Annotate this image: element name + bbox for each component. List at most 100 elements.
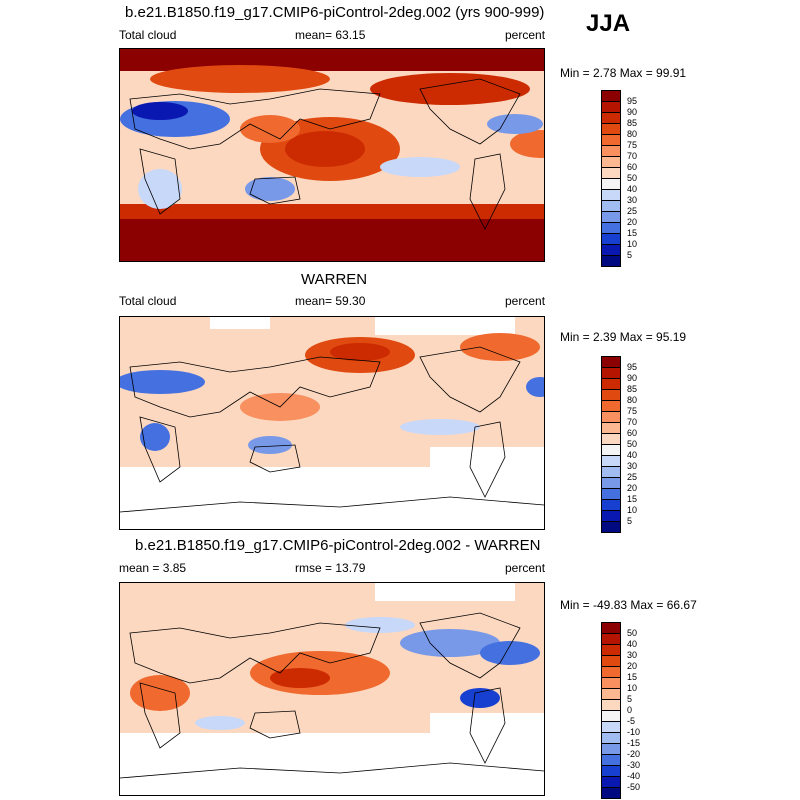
colorbar-tick-label: 10: [627, 505, 638, 515]
colorbar-tick-label: 95: [627, 96, 638, 106]
sahara-dry: [120, 370, 205, 394]
colorbar-tick-label: 40: [627, 450, 638, 460]
panel2-minmax: Min = 2.39 Max = 95.19: [560, 330, 687, 344]
panel3-title: b.e21.B1850.f19_g17.CMIP6-piControl-2deg…: [135, 537, 541, 554]
colorbar-swatch: [602, 379, 620, 390]
sahara-core: [132, 102, 188, 120]
southern-africa-dry: [140, 423, 170, 451]
colorbar-tick-label: 40: [627, 184, 638, 194]
colorbar-tick-label: 70: [627, 417, 638, 427]
colorbar-swatch: [602, 245, 620, 256]
colorbar-tick-label: 5: [627, 516, 633, 526]
colorbar-swatch: [602, 678, 620, 689]
colorbar-swatch: [602, 700, 620, 711]
south-pacific-clear: [400, 419, 480, 435]
colorbar-swatch: [602, 511, 620, 522]
colorbar-swatch: [602, 201, 620, 212]
colorbar-tick-label: -40: [627, 771, 641, 781]
colorbar-swatch: [602, 157, 620, 168]
colorbar-swatch: [602, 777, 620, 788]
panel1-left-label: Total cloud: [119, 28, 177, 42]
colorbar-swatch: [602, 102, 620, 113]
colorbar-swatch: [602, 478, 620, 489]
panel2-map: [119, 316, 545, 530]
colorbar-swatch: [602, 234, 620, 245]
panel3-colorbar-swatches: [601, 622, 621, 799]
panel1-right-label: percent: [505, 28, 546, 42]
panel2-colorbar: 95 90 85 80 75 70 60 50 40 30 25 20 15 10 5: [601, 356, 637, 533]
colorbar-swatch: [602, 623, 620, 634]
panel1-colorbar-swatches: [601, 90, 621, 267]
atlantic-subtropics: [487, 114, 543, 134]
panel1-minmax: Min = 2.78 Max = 99.91: [560, 66, 687, 80]
colorbar-swatch: [602, 179, 620, 190]
missing-data-southeast: [430, 447, 544, 469]
colorbar-swatch: [602, 500, 620, 511]
east-edge-dry: [526, 377, 544, 397]
colorbar-tick-label: 85: [627, 384, 638, 394]
colorbar-tick-label: 0: [627, 705, 633, 715]
colorbar-tick-label: -5: [627, 716, 636, 726]
panel2-colorbar-swatches: [601, 356, 621, 533]
panel2-left-label: Total cloud: [119, 294, 177, 308]
colorbar-swatch: [602, 733, 620, 744]
colorbar-swatch: [602, 788, 620, 799]
colorbar-swatch: [602, 412, 620, 423]
colorbar-tick-label: 5: [627, 694, 633, 704]
colorbar-swatch: [602, 113, 620, 124]
panel1-title: b.e21.B1850.f19_g17.CMIP6-piControl-2deg…: [125, 4, 545, 21]
indian-deficit: [195, 716, 245, 730]
colorbar-tick-label: 90: [627, 107, 638, 117]
colorbar-tick-label: 20: [627, 217, 638, 227]
colorbar-tick-label: 40: [627, 639, 638, 649]
panel2-right-label: percent: [505, 294, 546, 308]
australia-dry: [245, 177, 295, 201]
colorbar-swatch: [602, 401, 620, 412]
colorbar-tick-label: -15: [627, 738, 641, 748]
colorbar-tick-label: 5: [627, 250, 633, 260]
colorbar-tick-label: 80: [627, 395, 638, 405]
colorbar-tick-label: 95: [627, 362, 638, 372]
panel1-colorbar: 95 90 85 80 75 70 60 50 40 30 25 20 15 10 5: [601, 90, 637, 267]
missing-data-south: [120, 467, 544, 529]
colorbar-tick-label: 75: [627, 140, 638, 150]
colorbar-tick-label: 20: [627, 483, 638, 493]
southern-africa-clear: [138, 169, 182, 209]
south-pacific-clear: [380, 157, 460, 177]
colorbar-swatch: [602, 667, 620, 678]
missing-data-arctic-2: [375, 317, 515, 335]
tropical-excess-core: [270, 668, 330, 688]
north-band: [150, 65, 330, 93]
southern-storm-track: [120, 204, 544, 219]
warm-pool-core: [285, 131, 365, 167]
colorbar-tick-label: 50: [627, 628, 638, 638]
colorbar-swatch: [602, 522, 620, 533]
colorbar-tick-label: 25: [627, 206, 638, 216]
colorbar-swatch: [602, 755, 620, 766]
panel2-title: WARREN: [301, 271, 368, 288]
north-pacific-core: [330, 343, 390, 361]
colorbar-tick-label: 25: [627, 472, 638, 482]
colorbar-tick-label: 15: [627, 672, 638, 682]
colorbar-swatch: [602, 168, 620, 179]
colorbar-tick-label: 85: [627, 118, 638, 128]
colorbar-swatch: [602, 390, 620, 401]
coastlines: [120, 346, 544, 513]
colorbar-swatch: [602, 645, 620, 656]
colorbar-tick-label: 30: [627, 650, 638, 660]
africa-excess: [130, 675, 190, 711]
panel3-minmax: Min = -49.83 Max = 66.67: [560, 598, 697, 612]
pacific-deficit-2: [345, 617, 415, 633]
colorbar-tick-label: -30: [627, 760, 641, 770]
colorbar-swatch: [602, 744, 620, 755]
panel3-map: [119, 582, 545, 796]
colorbar-swatch: [602, 223, 620, 234]
colorbar-swatch: [602, 656, 620, 667]
north-pacific-deficit: [400, 629, 500, 657]
colorbar-tick-label: 15: [627, 494, 638, 504]
panel2-center-label: mean= 59.30: [295, 294, 366, 308]
colorbar-tick-label: 30: [627, 195, 638, 205]
colorbar-swatch: [602, 357, 620, 368]
colorbar-swatch: [602, 135, 620, 146]
colorbar-swatch: [602, 722, 620, 733]
